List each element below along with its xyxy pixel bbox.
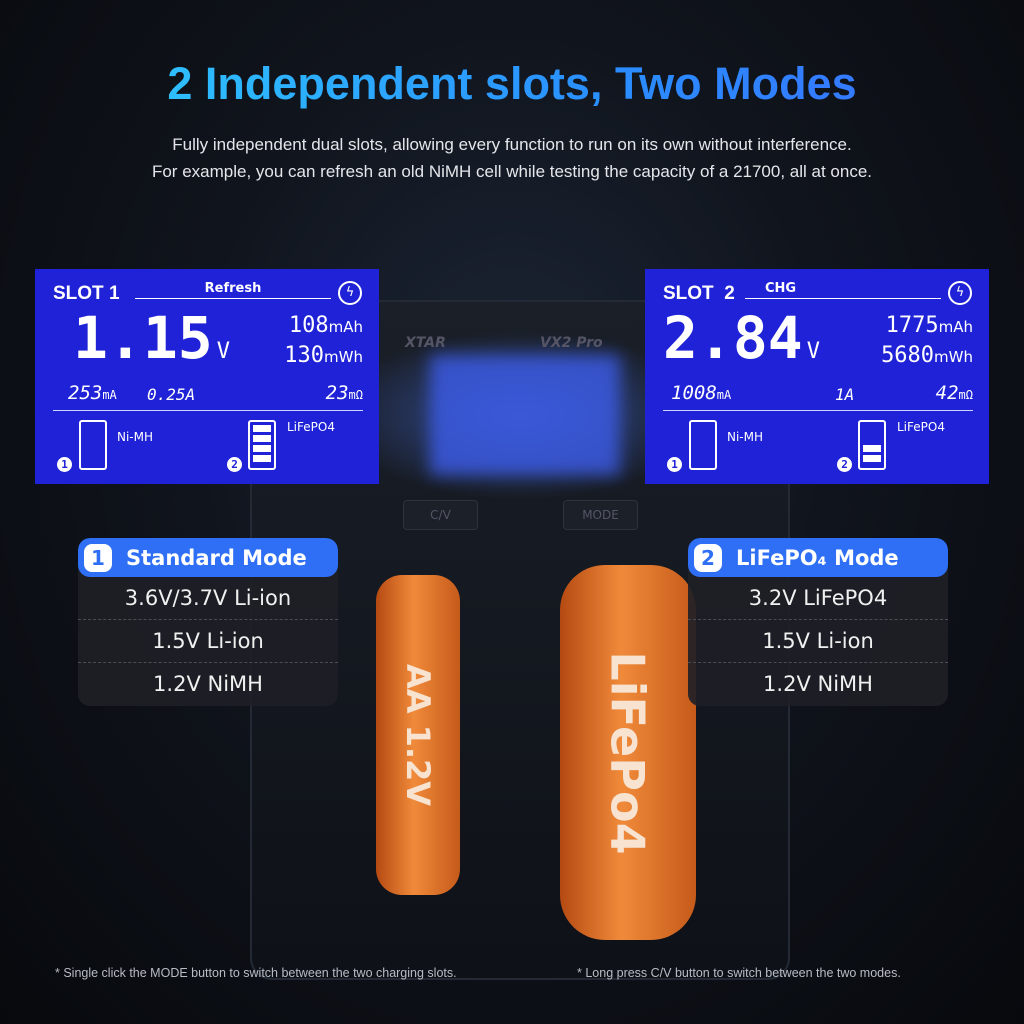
capacity-unit: mAh: [938, 318, 973, 336]
mode-item: 1.2V NiMH: [763, 672, 873, 696]
battery-level-icon: [858, 420, 886, 470]
lifepo4-battery: LiFePo4: [560, 565, 696, 940]
lcd-slot-1: SLOT 1 Refresh ϟ 1.15 V 108mAh 130mWh 25…: [35, 269, 379, 484]
slot-mode: CHG: [745, 281, 941, 299]
mode-item: 3.6V/3.7V Li-ion: [78, 577, 338, 620]
mode-1-chem: Ni-MH: [727, 430, 764, 444]
current: 253mA: [68, 382, 117, 404]
energy: 5680mWh: [881, 343, 973, 368]
subtitle-line-1: Fully independent dual slots, allowing e…: [172, 135, 852, 154]
mode-2-chem: LiFePO4: [897, 420, 945, 434]
mode-header: 2 LiFePO₄ Mode: [688, 538, 948, 577]
fast-charge-icon: ϟ: [948, 281, 972, 305]
voltage-reading: 2.84 V: [663, 309, 820, 367]
energy-value: 5680: [881, 343, 935, 368]
mode-number: 1: [84, 543, 112, 572]
subtitle-line-2: For example, you can refresh an old NiMH…: [151, 162, 873, 181]
mode-1-indicator: 1: [667, 457, 682, 472]
capacity-value: 1775: [885, 313, 939, 338]
page-title: 2 Independent slots, Two Modes: [0, 58, 1024, 110]
battery-empty-icon: [689, 420, 717, 470]
energy-unit: mWh: [934, 348, 973, 366]
brand-logo: XTAR: [405, 335, 446, 351]
model-label: VX2 Pro: [540, 335, 603, 351]
battery-label: AA 1.2V: [399, 663, 437, 807]
resistance: 23mΩ: [326, 382, 363, 404]
capacity-unit: mAh: [328, 318, 363, 336]
slot-mode: Refresh: [135, 281, 331, 299]
energy-value: 130: [284, 343, 325, 368]
capacity-value: 108: [288, 313, 329, 338]
aa-battery: AA 1.2V: [376, 575, 460, 895]
footnote-mode-button: * Single click the MODE button to switch…: [55, 966, 457, 980]
divider: [663, 410, 973, 411]
current-unit: mA: [102, 388, 117, 402]
mode-2-indicator: 2: [227, 457, 242, 472]
energy-unit: mWh: [324, 348, 363, 366]
voltage: 1.15: [73, 304, 213, 372]
mode-item: 1.2V NiMH: [153, 672, 263, 696]
mode-item: 1.5V Li-ion: [688, 620, 948, 663]
capacity: 1775mAh: [886, 313, 973, 338]
lcd-slot-2: SLOT 2 CHG ϟ 2.84 V 1775mAh 5680mWh 1008…: [645, 269, 989, 484]
energy: 130mWh: [284, 343, 363, 368]
battery-empty-icon: [79, 420, 107, 470]
resistance-unit: mΩ: [348, 388, 363, 402]
mode-header: 1 Standard Mode: [78, 538, 338, 577]
voltage-reading: 1.15 V: [73, 309, 230, 367]
fast-charge-icon: ϟ: [338, 281, 362, 305]
battery-label: LiFePo4: [601, 650, 656, 855]
slot-label: SLOT 2: [663, 283, 735, 304]
voltage: 2.84: [663, 304, 803, 372]
mode-name: LiFePO₄ Mode: [736, 545, 899, 570]
divider: [53, 410, 363, 411]
lifepo4-mode-card: 2 LiFePO₄ Mode 3.2V LiFePO4 1.5V Li-ion 1…: [688, 538, 948, 706]
current-value: 1008: [671, 382, 717, 404]
mode-2-indicator: 2: [837, 457, 852, 472]
current-unit: mA: [716, 388, 732, 402]
mode-button[interactable]: MODE: [563, 500, 638, 530]
mode-name: Standard Mode: [126, 545, 307, 570]
mode-1-indicator: 1: [57, 457, 72, 472]
resistance-unit: mΩ: [958, 388, 973, 402]
mode-item: 3.2V LiFePO4: [688, 577, 948, 620]
charger-screen: [430, 355, 620, 475]
capacity: 108mAh: [289, 313, 363, 338]
slot-label: SLOT 1: [53, 283, 120, 304]
cv-button[interactable]: C/V: [403, 500, 478, 530]
footnote-cv-button: * Long press C/V button to switch betwee…: [577, 966, 901, 980]
current-value: 253: [68, 382, 103, 404]
battery-level-icon: [248, 420, 276, 470]
resistance-value: 23: [325, 382, 349, 404]
mode-item: 1.5V Li-ion: [78, 620, 338, 663]
mode-2-chem: LiFePO4: [287, 420, 335, 434]
current: 1008mA: [671, 382, 731, 404]
set-current: 0.25A: [147, 385, 196, 404]
voltage-unit: V: [806, 339, 820, 364]
mode-number: 2: [694, 543, 722, 572]
resistance: 42mΩ: [936, 382, 973, 404]
mode-1-chem: Ni-MH: [117, 430, 154, 444]
set-current: 1A: [835, 385, 855, 404]
standard-mode-card: 1 Standard Mode 3.6V/3.7V Li-ion 1.5V Li-…: [78, 538, 338, 706]
resistance-value: 42: [935, 382, 959, 404]
voltage-unit: V: [216, 339, 230, 364]
